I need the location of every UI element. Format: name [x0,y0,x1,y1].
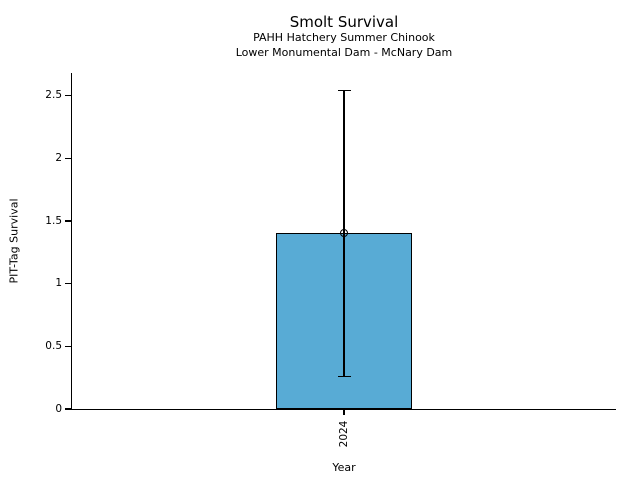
y-axis-label: PIT-Tag Survival [7,198,21,284]
x-tick-label: 2024 [338,420,350,448]
chart-subtitle-line2: Lower Monumental Dam - McNary Dam [235,46,453,59]
y-tick-label: 2.5 [45,89,62,102]
y-tick-mark [65,408,71,410]
chart-subtitle-line1: PAHH Hatchery Summer Chinook [253,31,435,44]
y-tick-mark [65,220,71,222]
y-tick-mark [65,282,71,285]
chart-title: Smolt Survival [289,13,399,31]
x-axis-spine [71,408,616,410]
x-tick-mark [343,410,345,415]
y-tick-mark [65,94,71,97]
y-axis-spine [71,73,73,410]
y-tick-label: 1.5 [45,214,62,227]
y-tick-label: 0 [55,402,62,415]
y-tick-label: 2 [55,152,62,165]
error-bar-cap-bottom [337,375,351,378]
y-tick-label: 0.5 [45,340,62,353]
error-bar-cap-top [337,89,351,92]
y-tick-mark [65,157,71,159]
y-tick-mark [65,345,71,347]
data-point-marker [340,229,348,238]
x-axis-label: Year [332,461,356,474]
y-tick-label: 1 [55,277,62,290]
